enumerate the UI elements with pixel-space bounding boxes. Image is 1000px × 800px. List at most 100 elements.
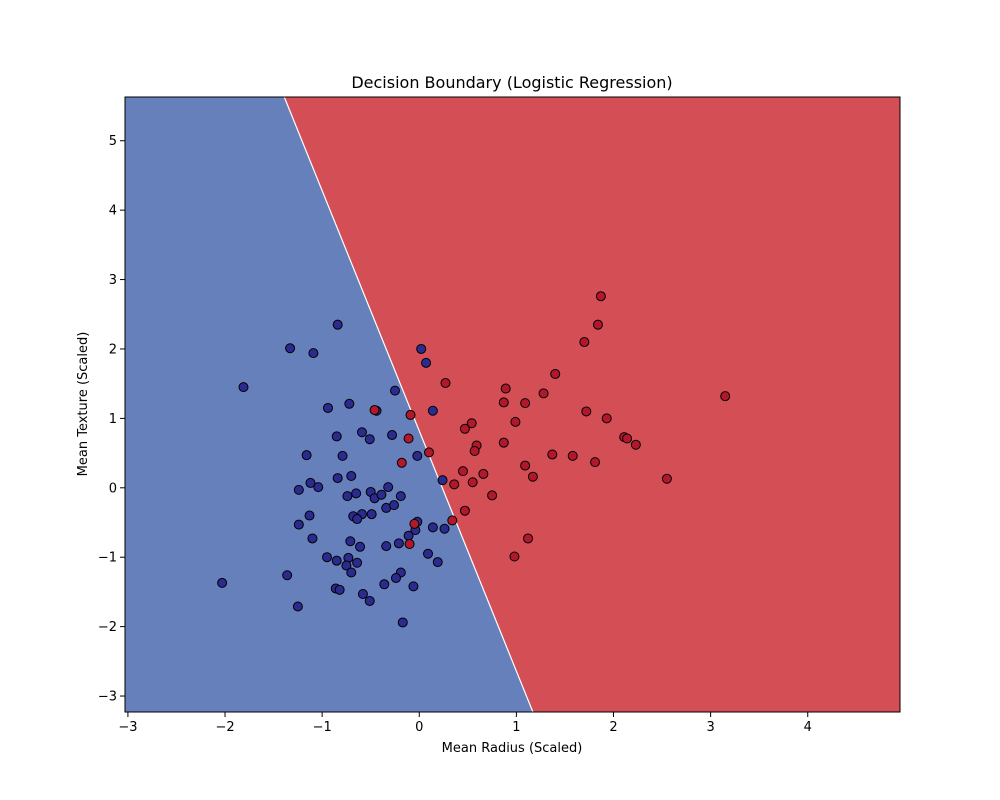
point-class-0 [395,491,406,502]
y-tick-label: 3 [109,273,117,288]
point-class-1 [523,533,534,544]
y-tick-label: 1 [109,412,117,427]
point-class-1 [720,391,731,402]
decision-boundary-line [283,96,534,713]
point-class-1 [467,477,478,488]
chart-title: Decision Boundary (Logistic Regression) [351,73,672,92]
point-class-0 [304,510,315,521]
point-class-0 [421,357,432,368]
y-axis-label: Mean Texture (Scaled) [76,332,91,477]
point-class-0 [217,577,228,588]
point-class-0 [423,548,434,559]
point-class-0 [285,343,296,354]
y-tick-label: 0 [109,481,117,496]
point-class-0 [432,557,443,568]
point-class-0 [332,319,343,330]
point-class-0 [337,450,348,461]
point-class-0 [355,541,366,552]
point-class-0 [293,484,304,495]
point-class-1 [509,551,520,562]
point-class-0 [364,434,375,445]
y-tick-label: 2 [109,342,117,357]
point-class-1 [459,505,470,516]
point-class-1 [396,457,407,468]
point-class-0 [301,450,312,461]
point-class-0 [313,482,324,493]
point-class-1 [592,319,603,330]
x-tick-label: −1 [313,720,332,735]
x-tick-label: 0 [415,720,423,735]
point-class-0 [341,560,352,571]
point-class-1 [547,449,558,460]
point-class-0 [344,398,355,409]
point-class-0 [412,450,423,461]
point-class-0 [331,555,342,566]
point-class-1 [661,473,672,484]
point-class-0 [389,385,400,396]
point-class-0 [416,343,427,354]
y-axis: −3 −2 −1 0 1 2 3 4 5 [98,134,125,705]
point-class-0 [282,570,293,581]
point-class-0 [331,431,342,442]
point-class-1 [520,398,531,409]
y-tick-label: −1 [98,551,117,566]
point-class-0 [334,584,345,595]
point-class-0 [387,430,398,441]
point-class-1 [500,383,511,394]
point-class-0 [376,489,387,500]
point-class-1 [498,437,509,448]
y-tick-label: −3 [98,690,117,705]
point-class-1 [469,446,480,457]
point-class-1 [449,479,460,490]
point-class-0 [307,533,318,544]
point-class-1 [440,377,451,388]
x-tick-label: 1 [512,720,520,735]
x-tick-label: 4 [804,720,812,735]
y-tick-label: 4 [109,204,117,219]
point-class-0 [356,427,367,438]
point-class-1 [622,433,633,444]
x-tick-label: −3 [118,720,137,735]
point-class-1 [447,515,458,526]
point-class-0 [390,573,401,584]
point-class-0 [393,538,404,549]
y-tick-label: −2 [98,620,117,635]
x-tick-label: 3 [706,720,714,735]
point-class-1 [601,413,612,424]
point-class-0 [389,500,400,511]
point-class-0 [352,557,363,568]
point-class-0 [437,475,448,486]
point-class-0 [427,405,438,416]
point-class-0 [308,348,319,359]
point-class-1 [520,460,531,471]
point-class-0 [366,509,377,520]
point-class-1 [405,409,416,420]
point-class-1 [369,405,380,416]
point-class-1 [527,471,538,482]
point-class-1 [459,423,470,434]
point-class-0 [439,523,450,534]
point-class-0 [292,601,303,612]
point-class-1 [409,518,420,529]
point-class-0 [238,382,249,393]
point-class-1 [403,433,414,444]
point-class-0 [383,482,394,493]
point-class-1 [567,450,578,461]
point-class-0 [357,588,368,599]
x-axis: −3 −2 −1 0 1 2 3 4 [118,712,812,735]
point-class-0 [293,519,304,530]
point-class-0 [364,595,375,606]
point-class-0 [379,579,390,590]
point-class-1 [404,539,415,550]
plot-frame [124,96,901,713]
point-class-0 [322,552,333,563]
point-class-1 [595,291,606,302]
point-class-1 [487,490,498,501]
point-class-0 [305,477,316,488]
point-class-1 [498,397,509,408]
point-class-0 [381,541,392,552]
y-tick-label: 5 [109,134,117,149]
point-class-1 [510,416,521,427]
point-class-1 [538,388,549,399]
region-class-1 [284,97,900,712]
